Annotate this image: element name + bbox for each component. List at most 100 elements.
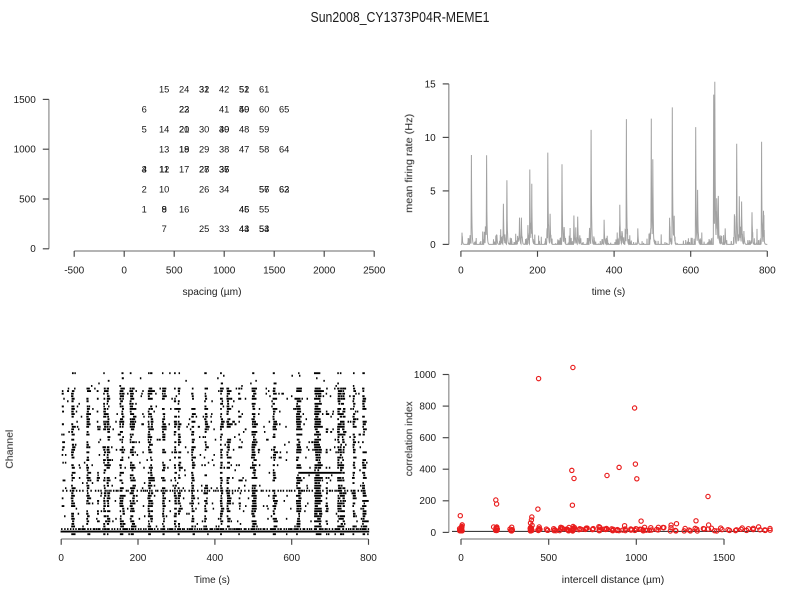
svg-text:29: 29	[199, 145, 209, 155]
svg-text:7: 7	[162, 224, 167, 234]
svg-text:31: 31	[199, 85, 209, 95]
svg-text:600: 600	[682, 265, 699, 276]
svg-text:400: 400	[419, 465, 436, 476]
svg-text:500: 500	[540, 553, 557, 564]
svg-text:20: 20	[179, 125, 189, 135]
svg-text:24: 24	[179, 85, 189, 95]
svg-text:time (s): time (s)	[592, 287, 626, 298]
svg-text:11: 11	[159, 164, 169, 174]
svg-text:0: 0	[431, 528, 437, 539]
svg-text:36: 36	[219, 164, 229, 174]
svg-text:correlation index: correlation index	[404, 401, 415, 477]
svg-text:1500: 1500	[14, 95, 37, 106]
svg-text:27: 27	[199, 164, 209, 174]
svg-text:0: 0	[430, 240, 436, 251]
svg-text:600: 600	[283, 553, 300, 564]
svg-text:1000: 1000	[414, 370, 437, 381]
svg-text:25: 25	[199, 224, 209, 234]
svg-text:200: 200	[419, 496, 436, 507]
svg-text:63: 63	[279, 184, 289, 194]
svg-text:1000: 1000	[213, 265, 236, 276]
svg-text:10: 10	[159, 184, 169, 194]
svg-text:Time (s): Time (s)	[194, 575, 230, 586]
svg-text:200: 200	[529, 265, 546, 276]
svg-text:0: 0	[458, 265, 464, 276]
svg-text:40: 40	[219, 125, 229, 135]
svg-text:1000: 1000	[625, 553, 648, 564]
svg-text:800: 800	[419, 402, 436, 413]
svg-text:-500: -500	[64, 265, 84, 276]
svg-text:60: 60	[259, 105, 269, 115]
svg-text:0: 0	[121, 265, 127, 276]
svg-text:1: 1	[142, 204, 147, 214]
svg-text:1000: 1000	[14, 145, 37, 156]
svg-text:55: 55	[259, 204, 269, 214]
svg-text:12: 12	[159, 164, 169, 174]
svg-text:400: 400	[207, 553, 224, 564]
svg-text:0: 0	[58, 553, 64, 564]
svg-text:400: 400	[606, 265, 623, 276]
svg-text:51: 51	[239, 85, 249, 95]
svg-text:8: 8	[162, 204, 167, 214]
svg-text:35: 35	[219, 164, 229, 174]
svg-text:64: 64	[279, 145, 289, 155]
svg-text:26: 26	[199, 184, 209, 194]
svg-text:47: 47	[239, 145, 249, 155]
svg-text:4: 4	[142, 164, 147, 174]
svg-text:65: 65	[279, 105, 289, 115]
svg-text:34: 34	[219, 184, 229, 194]
svg-text:9: 9	[162, 204, 167, 214]
svg-text:54: 54	[259, 224, 269, 234]
svg-text:0: 0	[458, 553, 464, 564]
svg-text:43: 43	[239, 224, 249, 234]
svg-text:39: 39	[219, 125, 229, 135]
svg-text:23: 23	[179, 105, 189, 115]
svg-text:600: 600	[419, 433, 436, 444]
svg-text:52: 52	[239, 85, 249, 95]
svg-text:800: 800	[759, 265, 776, 276]
svg-text:15: 15	[159, 85, 169, 95]
svg-text:46: 46	[239, 204, 249, 214]
svg-text:spacing (µm): spacing (µm)	[183, 287, 242, 298]
svg-text:22: 22	[179, 105, 189, 115]
svg-text:18: 18	[179, 145, 189, 155]
svg-text:33: 33	[219, 224, 229, 234]
svg-text:2000: 2000	[313, 265, 336, 276]
svg-text:56: 56	[259, 184, 269, 194]
svg-text:53: 53	[259, 224, 269, 234]
svg-text:500: 500	[19, 194, 36, 205]
svg-text:800: 800	[360, 553, 377, 564]
svg-text:0: 0	[30, 244, 36, 255]
svg-text:41: 41	[219, 105, 229, 115]
svg-text:Channel: Channel	[5, 430, 16, 469]
svg-text:30: 30	[199, 125, 209, 135]
svg-text:50: 50	[239, 105, 249, 115]
svg-text:500: 500	[166, 265, 183, 276]
svg-text:44: 44	[239, 224, 249, 234]
svg-text:42: 42	[219, 85, 229, 95]
svg-text:15: 15	[425, 79, 437, 90]
svg-text:2: 2	[142, 184, 147, 194]
svg-text:mean firing rate (Hz): mean firing rate (Hz)	[404, 114, 415, 213]
svg-text:10: 10	[425, 133, 437, 144]
svg-text:48: 48	[239, 125, 249, 135]
svg-text:32: 32	[199, 85, 209, 95]
svg-text:17: 17	[179, 164, 189, 174]
svg-text:59: 59	[259, 125, 269, 135]
svg-text:62: 62	[279, 184, 289, 194]
svg-text:45: 45	[239, 204, 249, 214]
svg-text:61: 61	[259, 85, 269, 95]
svg-text:21: 21	[179, 125, 189, 135]
svg-text:Sun2008_CY1373P04R-MEME1: Sun2008_CY1373P04R-MEME1	[311, 9, 490, 26]
svg-text:5: 5	[142, 125, 147, 135]
svg-text:14: 14	[159, 125, 169, 135]
svg-text:37: 37	[219, 164, 229, 174]
svg-text:5: 5	[430, 186, 436, 197]
svg-text:19: 19	[179, 145, 189, 155]
svg-text:28: 28	[199, 164, 209, 174]
svg-text:6: 6	[142, 105, 147, 115]
svg-text:1500: 1500	[713, 553, 736, 564]
svg-text:49: 49	[239, 105, 249, 115]
svg-text:38: 38	[219, 145, 229, 155]
svg-text:200: 200	[130, 553, 147, 564]
